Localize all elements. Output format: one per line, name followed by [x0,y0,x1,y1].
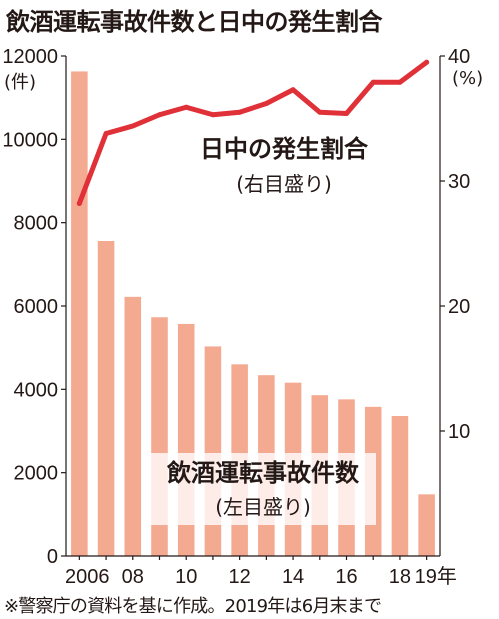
left-tick-label: 6000 [14,296,59,318]
x-tick-label: 14 [282,566,304,588]
line-point-2012 [237,109,243,115]
tick-labels: 0 2000 4000 6000 8000 10000 12000 10 20 30 40 2006 0… [2,46,470,588]
bar-2019 [418,494,435,556]
bar-series-sublabel: (左目盛り) [215,495,311,519]
chart-title: 飲酒運転事故件数と日中の発生割合 [6,8,383,36]
x-tick-label: 08 [122,566,144,588]
line-point-2006 [76,201,82,206]
line-point-2013 [263,101,269,106]
left-tick-label: 10000 [2,129,58,151]
left-axis-unit: (件) [4,72,37,93]
line-path [76,59,430,206]
line-point-2011 [210,112,216,118]
line-point-2017 [370,79,376,85]
left-tick-label: 4000 [14,379,59,401]
left-tick-label: 8000 [14,213,59,235]
bar-series-name: 飲酒運転事故件数 [166,459,360,487]
bar-2006 [71,71,88,557]
bar-series-label: 飲酒運転事故件数 (左目盛り) [150,453,376,525]
left-tick-label: 0 [47,546,58,568]
right-tick-label: 30 [448,171,470,193]
line-series-label: 日中の発生割合 (右目盛り) [200,135,369,196]
bar-2008 [124,296,142,556]
line-series [76,59,430,206]
right-tick-label: 40 [448,46,470,68]
bar-2018 [391,416,409,556]
line-point-2014 [290,87,296,93]
x-tick-label: 10 [175,566,197,588]
x-tick-label: 2006 [65,566,110,588]
right-tick-label: 10 [448,421,470,443]
x-tick-label: 18 [389,566,411,588]
axes [61,55,445,560]
bar-2007 [97,241,115,556]
line-point-2009 [157,112,162,118]
bar-label-background [150,453,376,525]
left-tick-label: 12000 [2,46,58,68]
right-tick-label: 20 [448,296,470,318]
left-tick-label: 2000 [14,463,59,485]
line-point-2007 [103,131,109,136]
x-tick-label: 16 [335,566,357,588]
line-point-2016 [344,111,349,116]
x-tick-label: 19年 [415,565,457,588]
right-axis-unit: (%) [452,68,484,89]
line-point-2018 [397,79,403,85]
line-point-2008 [130,123,136,129]
x-tick-label: 12 [229,566,251,588]
line-series-sublabel: (右目盛り) [236,172,332,196]
line-point-2019 [424,59,430,65]
line-series-name: 日中の発生割合 [200,135,369,163]
line-point-2015 [317,109,323,115]
source-note: ※警察庁の資料を基に作成。2019年は6月末まで [4,596,382,617]
line-point-2010 [183,104,189,110]
